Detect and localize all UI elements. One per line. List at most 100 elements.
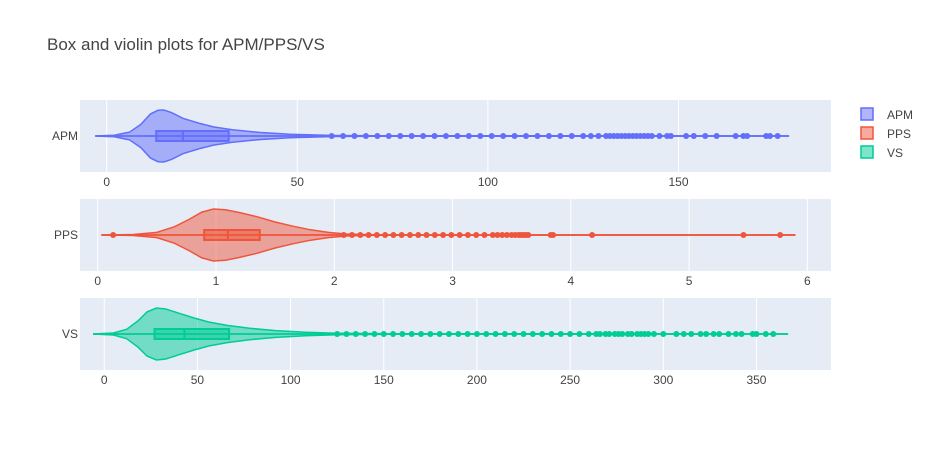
outlier-point-pps [340,232,347,238]
outlier-point-vs [380,331,387,337]
outlier-point-apm [648,133,655,139]
outlier-point-apm [702,133,709,139]
outlier-point-apm [488,133,495,139]
marks-vs [92,307,789,361]
outlier-point-pps [390,232,397,238]
outlier-point-pps [415,232,422,238]
outlier-point-vs [352,331,359,337]
outlier-point-apm [397,133,404,139]
panel-vs: VS 0 50 100 150 200 250 300 350 [62,298,831,387]
outlier-point-apm [732,133,739,139]
x-ticks-vs: 0 50 100 150 200 250 300 350 [101,373,767,387]
outlier-point-apm [442,133,449,139]
outlier-point-pps [589,232,596,238]
tick-label-pps: 1 [213,274,220,288]
outlier-point-vs [334,331,341,337]
outlier-point-apm [385,133,392,139]
outlier-point-apm [744,133,751,139]
tick-label-vs: 350 [746,373,766,387]
category-label-vs: VS [62,327,78,341]
outlier-point-apm [580,133,587,139]
outlier-point-apm [328,133,335,139]
outlier-point-pps [365,232,372,238]
outlier-point-pps [494,232,501,238]
outlier-point-pps [740,232,747,238]
marks-apm [95,109,790,163]
outlier-point-vs [436,331,443,337]
outlier-point-vs [473,331,480,337]
box-apm [155,130,230,142]
outlier-point-vs [362,331,369,337]
outlier-point-pps [777,232,784,238]
tick-label-vs: 300 [653,373,673,387]
category-label-pps: PPS [54,228,78,242]
outlier-point-vs [371,331,378,337]
outlier-point-vs [343,331,350,337]
outlier-point-vs [390,331,397,337]
tick-label-pps: 6 [804,274,811,288]
outlier-point-vs [520,331,527,337]
outlier-point-vs [596,331,603,337]
panel-pps: PPS 0 1 2 3 4 5 6 [54,199,831,288]
outlier-point-vs [770,331,777,337]
outlier-point-vs [408,331,415,337]
outlier-point-apm [587,133,594,139]
outlier-point-pps [489,232,496,238]
tick-label-pps: 3 [449,274,456,288]
tick-label-apm: 0 [103,175,110,189]
legend-swatch-apm [860,107,874,121]
outlier-point-apm [408,133,415,139]
outlier-point-vs [710,331,717,337]
outlier-point-vs [418,331,425,337]
outlier-point-apm [420,133,427,139]
tick-label-apm: 50 [291,175,305,189]
outlier-point-apm [713,133,720,139]
outlier-point-vs [399,331,406,337]
panel-apm: APM 0 50 100 150 [52,100,831,189]
outlier-point-apm [374,133,381,139]
outlier-point-vs [483,331,490,337]
outlier-point-vs [732,331,739,337]
outlier-point-apm [351,133,358,139]
outlier-point-pps [473,232,480,238]
outlier-point-vs [606,331,613,337]
outlier-point-vs [585,331,592,337]
outlier-point-vs [557,331,564,337]
outlier-point-vs [619,331,626,337]
outlier-point-pps [423,232,430,238]
legend-label-pps: PPS [887,127,911,141]
outlier-point-pps [448,232,455,238]
outlier-point-vs [501,331,508,337]
outlier-point-pps [110,232,117,238]
outlier-point-vs [548,331,555,337]
outlier-point-vs [716,331,723,337]
legend: APM PPS VS [860,107,913,160]
outlier-point-vs [688,331,695,337]
tick-label-pps: 0 [94,274,101,288]
outlier-point-vs [660,331,667,337]
tick-label-vs: 200 [467,373,487,387]
outlier-point-vs [680,331,687,337]
outlier-point-vs [703,331,710,337]
outlier-point-pps [349,232,356,238]
outlier-point-apm [500,133,507,139]
outlier-point-apm [595,133,602,139]
outlier-point-pps [398,232,405,238]
outlier-point-vs [539,331,546,337]
outlier-point-pps [464,232,471,238]
outlier-point-vs [427,331,434,337]
outlier-point-apm [656,133,663,139]
legend-item-pps[interactable]: PPS [860,126,911,141]
chart-title: Box and violin plots for APM/PPS/VS [47,35,325,54]
legend-item-vs[interactable]: VS [860,145,903,160]
outlier-point-pps [456,232,463,238]
legend-item-apm[interactable]: APM [860,107,913,122]
tick-label-vs: 250 [560,373,580,387]
outlier-point-pps [357,232,364,238]
outlier-point-apm [431,133,438,139]
tick-label-apm: 150 [668,175,688,189]
outlier-point-apm [557,133,564,139]
outlier-point-vs [645,331,652,337]
tick-label-vs: 150 [374,373,394,387]
outlier-point-apm [477,133,484,139]
